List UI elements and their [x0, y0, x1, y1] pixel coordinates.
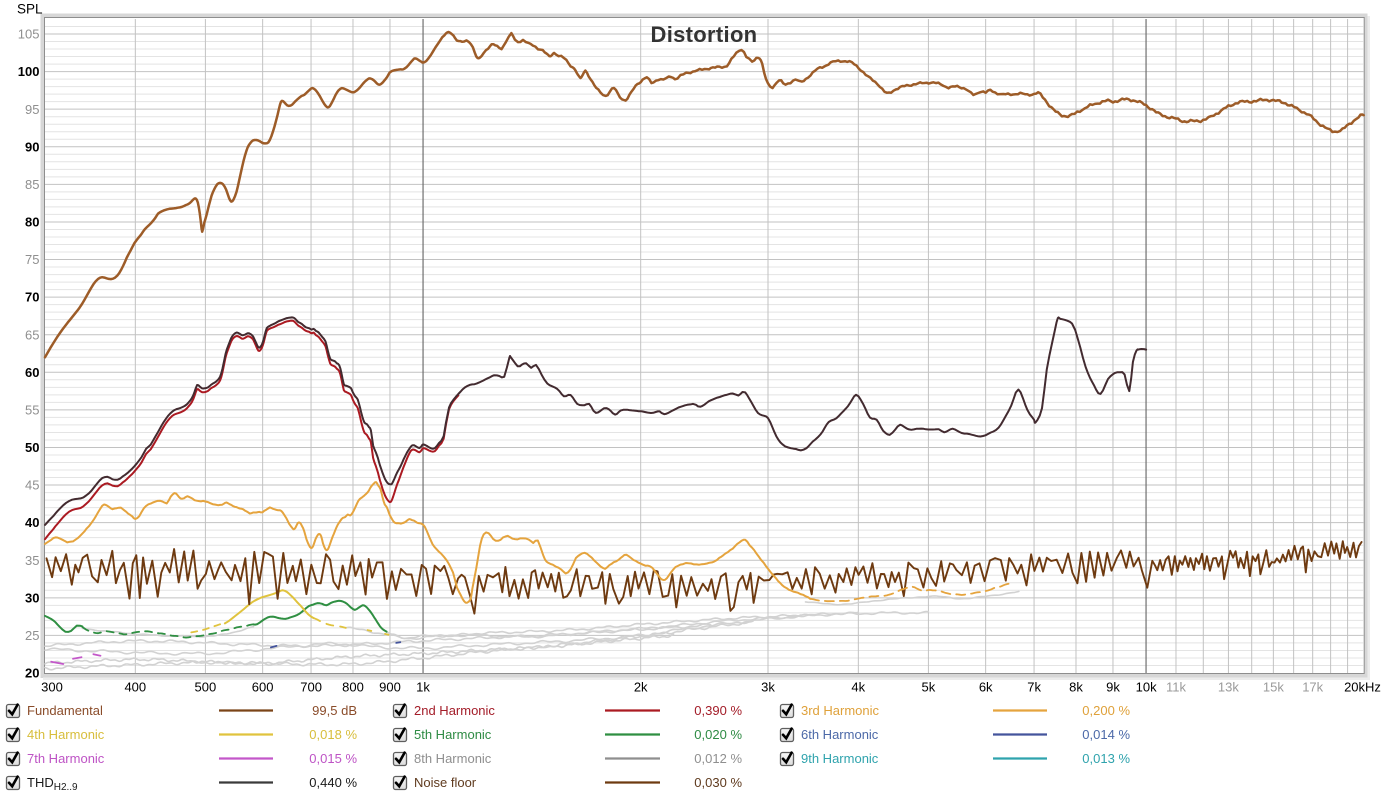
- svg-text:60: 60: [25, 365, 39, 380]
- svg-text:500: 500: [195, 680, 217, 695]
- svg-text:85: 85: [25, 177, 39, 192]
- svg-text:7th Harmonic: 7th Harmonic: [27, 751, 105, 766]
- svg-text:55: 55: [25, 403, 39, 418]
- svg-text:0,013 %: 0,013 %: [1082, 751, 1130, 766]
- svg-text:7k: 7k: [1027, 680, 1041, 695]
- svg-text:4k: 4k: [851, 680, 865, 695]
- svg-text:65: 65: [25, 327, 39, 342]
- svg-text:800: 800: [342, 680, 364, 695]
- svg-text:13k: 13k: [1218, 680, 1239, 695]
- svg-text:0,020 %: 0,020 %: [694, 727, 742, 742]
- svg-text:Fundamental: Fundamental: [27, 703, 103, 718]
- svg-text:95: 95: [25, 102, 39, 117]
- svg-text:0,018 %: 0,018 %: [309, 727, 357, 742]
- svg-text:30: 30: [25, 590, 39, 605]
- svg-text:15k: 15k: [1263, 680, 1284, 695]
- svg-text:600: 600: [252, 680, 274, 695]
- svg-text:1k: 1k: [416, 680, 430, 695]
- svg-text:2nd Harmonic: 2nd Harmonic: [414, 703, 495, 718]
- svg-text:0,390 %: 0,390 %: [694, 703, 742, 718]
- svg-text:8th Harmonic: 8th Harmonic: [414, 751, 492, 766]
- svg-text:105: 105: [18, 27, 40, 42]
- svg-text:40: 40: [25, 515, 39, 530]
- svg-text:99,5 dB: 99,5 dB: [312, 703, 357, 718]
- svg-text:900: 900: [379, 680, 401, 695]
- svg-text:5k: 5k: [922, 680, 936, 695]
- svg-text:SPL: SPL: [17, 2, 43, 17]
- svg-text:6th Harmonic: 6th Harmonic: [801, 727, 879, 742]
- svg-text:70: 70: [25, 290, 39, 305]
- svg-text:17k: 17k: [1302, 680, 1323, 695]
- svg-text:11k: 11k: [1166, 680, 1186, 695]
- svg-text:35: 35: [25, 553, 39, 568]
- svg-text:Distortion: Distortion: [651, 22, 758, 47]
- svg-text:3rd Harmonic: 3rd Harmonic: [801, 703, 880, 718]
- svg-text:4th Harmonic: 4th Harmonic: [27, 727, 105, 742]
- svg-text:3k: 3k: [761, 680, 775, 695]
- svg-text:5th Harmonic: 5th Harmonic: [414, 727, 492, 742]
- svg-text:25: 25: [25, 628, 39, 643]
- svg-text:0,030 %: 0,030 %: [694, 775, 742, 790]
- svg-text:300: 300: [41, 680, 63, 695]
- svg-text:0,200 %: 0,200 %: [1082, 703, 1130, 718]
- svg-text:90: 90: [25, 139, 39, 154]
- svg-text:20: 20: [25, 666, 39, 681]
- svg-text:0,014 %: 0,014 %: [1082, 727, 1130, 742]
- svg-text:0,440 %: 0,440 %: [309, 775, 357, 790]
- svg-text:700: 700: [300, 680, 322, 695]
- svg-text:400: 400: [124, 680, 146, 695]
- svg-text:8k: 8k: [1069, 680, 1083, 695]
- svg-text:100: 100: [18, 64, 40, 79]
- svg-text:45: 45: [25, 478, 39, 493]
- svg-text:9k: 9k: [1106, 680, 1120, 695]
- svg-text:20kHz: 20kHz: [1344, 680, 1381, 695]
- svg-text:9th Harmonic: 9th Harmonic: [801, 751, 879, 766]
- svg-text:Noise floor: Noise floor: [414, 775, 477, 790]
- svg-text:2k: 2k: [634, 680, 648, 695]
- svg-text:10k: 10k: [1136, 680, 1157, 695]
- svg-text:50: 50: [25, 440, 39, 455]
- svg-text:75: 75: [25, 252, 39, 267]
- svg-text:80: 80: [25, 215, 39, 230]
- svg-text:0,012 %: 0,012 %: [694, 751, 742, 766]
- svg-text:6k: 6k: [979, 680, 993, 695]
- svg-text:0,015 %: 0,015 %: [309, 751, 357, 766]
